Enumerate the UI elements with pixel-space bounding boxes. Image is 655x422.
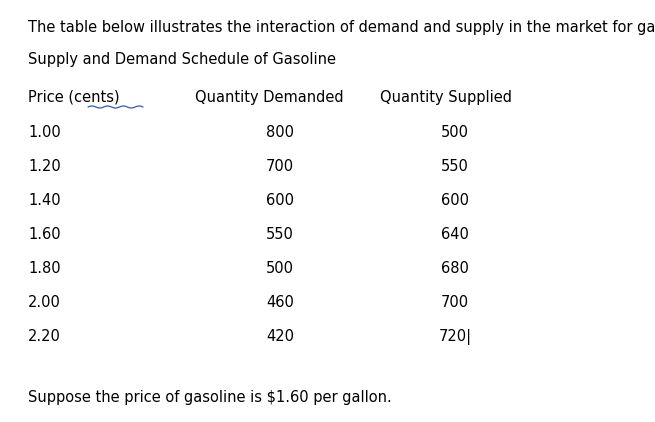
Text: 1.80: 1.80: [28, 261, 61, 276]
Text: 550: 550: [441, 159, 469, 174]
Text: 500: 500: [266, 261, 294, 276]
Text: 1.60: 1.60: [28, 227, 61, 242]
Text: Suppose the price of gasoline is $1.60 per gallon.: Suppose the price of gasoline is $1.60 p…: [28, 390, 392, 405]
Text: 600: 600: [266, 193, 294, 208]
Text: 1.40: 1.40: [28, 193, 61, 208]
Text: 720|: 720|: [438, 329, 472, 345]
Text: Supply and Demand Schedule of Gasoline: Supply and Demand Schedule of Gasoline: [28, 52, 336, 67]
Text: 700: 700: [441, 295, 469, 310]
Text: Quantity Supplied: Quantity Supplied: [380, 90, 512, 105]
Text: 1.00: 1.00: [28, 125, 61, 140]
Text: 500: 500: [441, 125, 469, 140]
Text: 1.20: 1.20: [28, 159, 61, 174]
Text: 420: 420: [266, 329, 294, 344]
Text: The table below illustrates the interaction of demand and supply in the market f: The table below illustrates the interact…: [28, 20, 655, 35]
Text: 460: 460: [266, 295, 294, 310]
Text: 640: 640: [441, 227, 469, 242]
Text: 550: 550: [266, 227, 294, 242]
Text: Quantity Demanded: Quantity Demanded: [195, 90, 344, 105]
Text: Price (cents): Price (cents): [28, 90, 120, 105]
Text: 2.20: 2.20: [28, 329, 61, 344]
Text: 700: 700: [266, 159, 294, 174]
Text: 2.00: 2.00: [28, 295, 61, 310]
Text: 600: 600: [441, 193, 469, 208]
Text: 800: 800: [266, 125, 294, 140]
Text: 680: 680: [441, 261, 469, 276]
